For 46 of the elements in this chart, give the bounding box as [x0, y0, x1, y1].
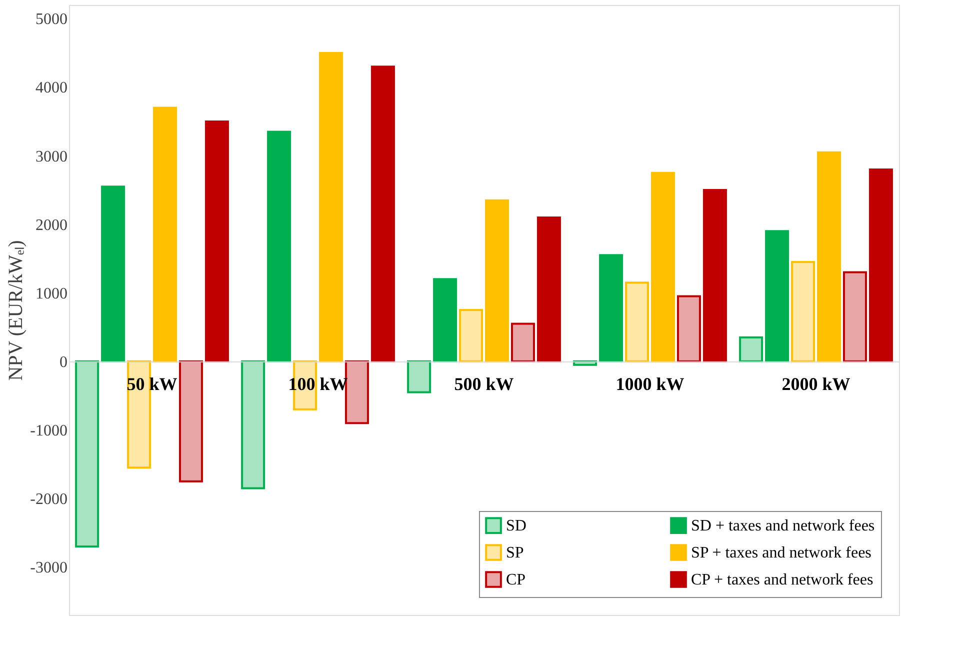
bar: [676, 295, 701, 362]
y-tick-label: -2000: [30, 490, 68, 508]
legend-label: SD: [506, 518, 526, 535]
legend-label: SP + taxes and network fees: [691, 544, 872, 562]
legend-label: CP: [506, 572, 526, 588]
bar: [459, 309, 484, 362]
x-tick-label: 2000 kW: [782, 374, 850, 394]
bar: [433, 278, 458, 362]
bar: [599, 254, 624, 362]
bar: [101, 186, 126, 362]
bar: [765, 230, 790, 362]
bar: [739, 336, 764, 362]
bar: [816, 151, 841, 362]
y-tick-label: 4000: [36, 80, 68, 97]
bar: [241, 360, 266, 490]
bar: [536, 216, 561, 362]
legend-label: SP: [506, 544, 524, 562]
legend-label: CP + taxes and network fees: [691, 572, 874, 588]
bar: [625, 282, 650, 362]
bar: [178, 360, 203, 482]
bar: [204, 120, 229, 362]
y-tick-label: 3000: [36, 148, 68, 166]
bar: [127, 360, 152, 469]
bar: [267, 130, 292, 362]
y-tick-label: 2000: [36, 216, 68, 234]
y-tick-label: 0: [60, 354, 68, 371]
bar: [75, 360, 100, 548]
bar: [407, 360, 432, 394]
x-tick-label: 1000 kW: [616, 374, 684, 394]
y-axis-title: NPV (EUR/kWₑₗ): [5, 240, 28, 381]
bar: [702, 189, 727, 362]
bar: [650, 172, 675, 362]
bar: [370, 66, 395, 362]
bar: [868, 168, 893, 362]
bar: [152, 106, 177, 362]
bar: [791, 261, 816, 362]
y-tick-label: 5000: [36, 11, 68, 28]
bar: [510, 322, 535, 362]
y-tick-label: -3000: [30, 560, 68, 577]
bar: [842, 271, 867, 362]
legend-label: SD + taxes and network fees: [691, 518, 875, 535]
y-tick-label: -1000: [30, 422, 68, 440]
bar: [318, 52, 343, 362]
bar: [484, 199, 509, 362]
x-tick-label: 500 kW: [454, 374, 514, 394]
y-tick-label: 1000: [36, 285, 68, 302]
